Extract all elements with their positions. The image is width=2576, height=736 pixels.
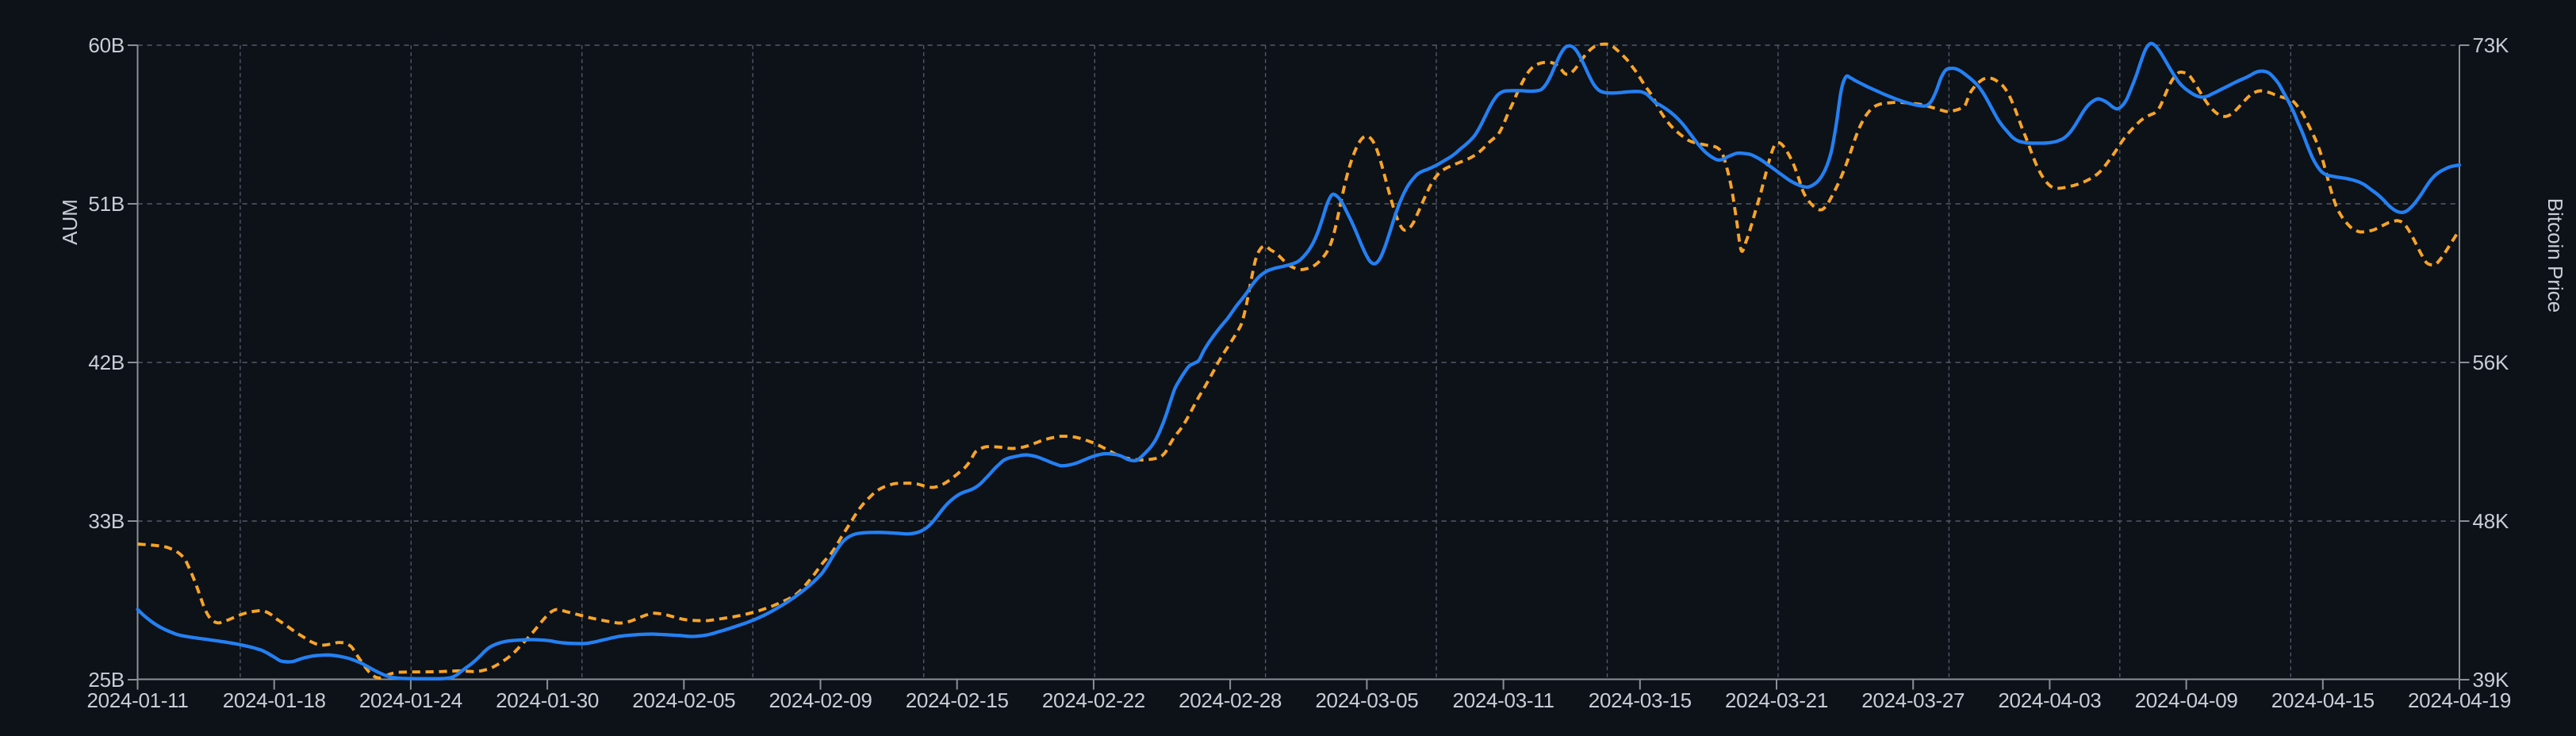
svg-text:25B: 25B xyxy=(88,668,125,692)
svg-text:2024-02-22: 2024-02-22 xyxy=(1042,688,1145,712)
svg-text:2024-04-19: 2024-04-19 xyxy=(2408,688,2511,712)
svg-text:73K: 73K xyxy=(2473,33,2510,57)
svg-text:2024-01-30: 2024-01-30 xyxy=(496,688,599,712)
svg-text:2024-04-09: 2024-04-09 xyxy=(2135,688,2238,712)
svg-text:2024-02-28: 2024-02-28 xyxy=(1179,688,1282,712)
svg-text:2024-02-09: 2024-02-09 xyxy=(769,688,872,712)
svg-text:42B: 42B xyxy=(88,351,125,374)
svg-text:33B: 33B xyxy=(88,509,125,533)
svg-text:2024-01-24: 2024-01-24 xyxy=(359,688,462,712)
svg-text:2024-01-18: 2024-01-18 xyxy=(223,688,326,712)
svg-text:2024-02-05: 2024-02-05 xyxy=(632,688,735,712)
svg-text:39K: 39K xyxy=(2473,668,2510,692)
svg-text:2024-04-03: 2024-04-03 xyxy=(1998,688,2101,712)
svg-text:2024-03-27: 2024-03-27 xyxy=(1861,688,1965,712)
svg-text:AUM: AUM xyxy=(58,199,82,245)
svg-text:2024-03-11: 2024-03-11 xyxy=(1453,688,1554,712)
svg-text:2024-03-21: 2024-03-21 xyxy=(1725,688,1828,712)
svg-text:2024-01-11: 2024-01-11 xyxy=(86,688,188,712)
svg-text:Bitcoin Price: Bitcoin Price xyxy=(2543,198,2567,313)
svg-text:2024-03-15: 2024-03-15 xyxy=(1589,688,1692,712)
svg-text:48K: 48K xyxy=(2473,509,2510,533)
svg-text:56K: 56K xyxy=(2473,351,2510,374)
svg-text:60B: 60B xyxy=(88,33,125,57)
svg-text:2024-04-15: 2024-04-15 xyxy=(2271,688,2375,712)
svg-text:2024-02-15: 2024-02-15 xyxy=(906,688,1009,712)
svg-text:51B: 51B xyxy=(88,192,125,216)
svg-text:2024-03-05: 2024-03-05 xyxy=(1315,688,1418,712)
